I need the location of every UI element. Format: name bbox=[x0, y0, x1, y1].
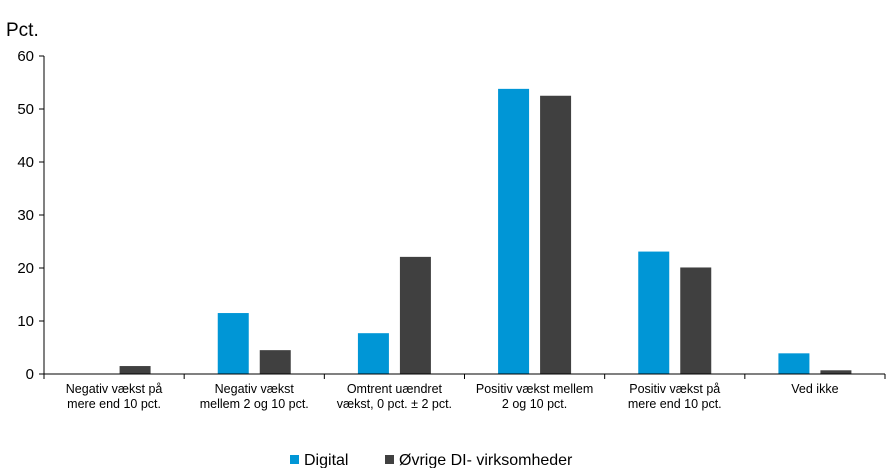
y-unit-label: Pct. bbox=[6, 20, 39, 41]
x-category-label: Positiv vækst mellem 2 og 10 pct. bbox=[476, 382, 593, 411]
x-category-label: Negativ vækst mellem 2 og 10 pct. bbox=[200, 382, 309, 411]
bar-ovrige-1 bbox=[259, 350, 291, 374]
y-tick-label: 20 bbox=[17, 260, 34, 277]
bar-digital-3 bbox=[498, 88, 530, 375]
bar-ovrige-5 bbox=[820, 370, 852, 374]
bar-ovrige-4 bbox=[680, 267, 712, 374]
bar-ovrige-2 bbox=[399, 256, 431, 374]
plot-area bbox=[119, 88, 852, 375]
bar-digital-5 bbox=[778, 353, 810, 374]
legend-swatch bbox=[385, 455, 394, 464]
y-tick-label: 60 bbox=[17, 48, 34, 65]
bar-ovrige-0 bbox=[119, 366, 151, 374]
y-tick-label: 40 bbox=[17, 154, 34, 171]
legend-label: Øvrige DI- virksomheder bbox=[399, 452, 573, 468]
x-category-label: Omtrent uændret vækst, 0 pct. ± 2 pct. bbox=[337, 382, 452, 411]
y-tick-label: 50 bbox=[17, 101, 34, 118]
legend: Digital Øvrige DI- virksomheder bbox=[290, 452, 573, 468]
axes bbox=[43, 56, 886, 379]
x-category-label: Positiv vækst på mere end 10 pct. bbox=[628, 382, 722, 411]
y-tick-label: 10 bbox=[17, 313, 34, 330]
bar-ovrige-3 bbox=[540, 95, 572, 374]
legend-swatch bbox=[290, 455, 299, 464]
y-axis: 0 10 20 30 40 50 60 bbox=[17, 48, 44, 383]
x-category-label: Negativ vækst på mere end 10 pct. bbox=[66, 382, 163, 411]
x-axis-labels: Negativ vækst på mere end 10 pct. Negativ … bbox=[66, 382, 839, 411]
bar-digital-2 bbox=[357, 333, 389, 374]
y-tick-label: 30 bbox=[17, 207, 34, 224]
bar-digital-1 bbox=[217, 313, 249, 374]
y-tick-label: 0 bbox=[26, 366, 34, 383]
x-category-label: Ved ikke bbox=[791, 382, 838, 396]
legend-label: Digital bbox=[304, 452, 348, 468]
bar-digital-4 bbox=[638, 251, 670, 374]
